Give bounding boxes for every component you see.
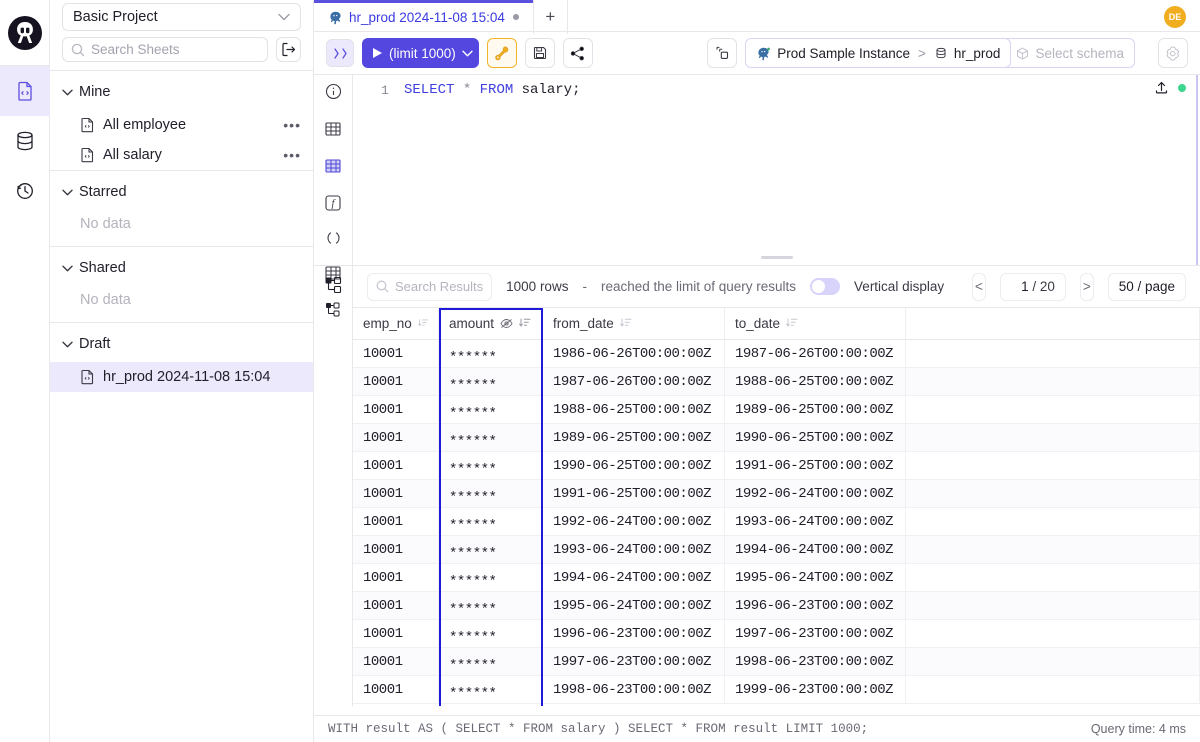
- svg-text:f: f: [332, 199, 337, 210]
